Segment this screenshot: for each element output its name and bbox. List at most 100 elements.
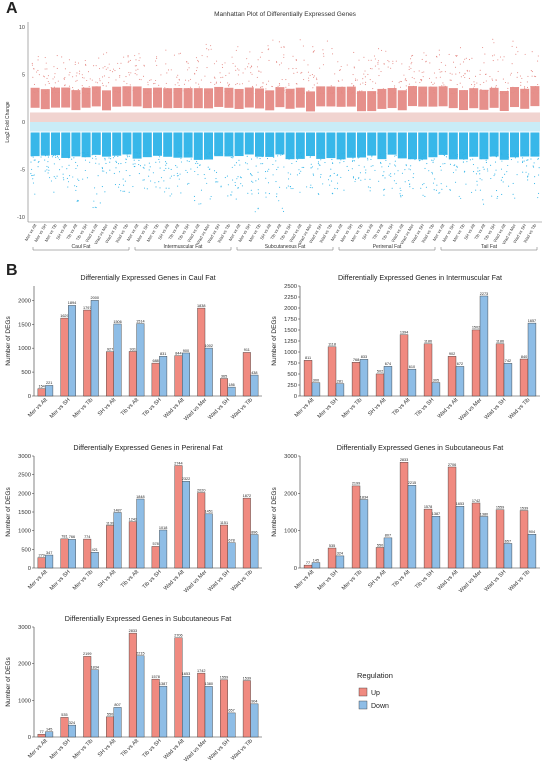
bar-chart-xtick-label: Wad vs Mer bbox=[183, 569, 208, 594]
down-point bbox=[240, 183, 242, 185]
down-point bbox=[207, 155, 209, 158]
up-point bbox=[424, 92, 426, 94]
up-point bbox=[283, 46, 285, 48]
down-point bbox=[63, 179, 65, 181]
down-points-dense bbox=[367, 132, 377, 156]
bar-value-label: 347 bbox=[46, 551, 52, 555]
up-point bbox=[482, 46, 484, 49]
down-point bbox=[204, 158, 206, 160]
down-point bbox=[364, 152, 366, 154]
up-point bbox=[200, 79, 202, 81]
down-point bbox=[132, 163, 134, 165]
up-point bbox=[433, 91, 435, 93]
down-point bbox=[409, 169, 411, 171]
down-points-dense bbox=[40, 132, 50, 156]
up-point bbox=[85, 63, 87, 66]
up-point bbox=[459, 63, 461, 65]
up-point bbox=[228, 83, 231, 85]
manhattan-plot: Manhattan Plot of Differentially Express… bbox=[5, 11, 542, 251]
up-point bbox=[476, 82, 478, 84]
down-point bbox=[409, 158, 411, 160]
up-point bbox=[534, 88, 536, 91]
up-point bbox=[507, 90, 509, 92]
down-point bbox=[278, 200, 280, 202]
down-points-dense bbox=[224, 132, 234, 157]
up-point bbox=[258, 70, 260, 72]
down-point bbox=[165, 187, 167, 189]
up-point bbox=[33, 68, 35, 70]
down-point bbox=[114, 155, 116, 157]
up-point bbox=[289, 92, 291, 94]
bar-chart-title: Differentially Expressed Genes in Subcut… bbox=[337, 443, 503, 452]
down-point bbox=[500, 152, 502, 154]
up-points-dense bbox=[71, 90, 81, 111]
bar-down bbox=[227, 712, 236, 738]
up-point bbox=[313, 75, 315, 77]
down-point bbox=[469, 159, 471, 161]
up-point bbox=[507, 82, 509, 84]
up-point bbox=[97, 86, 99, 88]
bar-up bbox=[423, 508, 433, 569]
down-point bbox=[459, 156, 461, 158]
down-point bbox=[84, 159, 87, 161]
up-point bbox=[288, 68, 290, 70]
up-point bbox=[155, 79, 157, 82]
bar-down bbox=[335, 383, 345, 397]
down-point bbox=[176, 154, 178, 156]
down-point bbox=[33, 159, 35, 161]
up-point bbox=[511, 63, 513, 65]
up-point bbox=[421, 80, 423, 82]
up-point bbox=[156, 91, 158, 93]
up-point bbox=[302, 45, 304, 47]
up-point bbox=[377, 60, 379, 62]
down-points-dense bbox=[153, 132, 162, 156]
up-point bbox=[364, 76, 366, 78]
bar-chart-ytick-label: 500 bbox=[287, 372, 297, 378]
down-point bbox=[331, 180, 333, 182]
up-point bbox=[83, 87, 85, 89]
down-point bbox=[76, 199, 78, 201]
up-point bbox=[430, 86, 432, 88]
up-point bbox=[81, 91, 84, 93]
up-point bbox=[399, 86, 402, 88]
bar-up bbox=[106, 351, 115, 397]
down-point bbox=[289, 185, 291, 188]
down-point bbox=[397, 170, 399, 172]
up-point bbox=[509, 74, 512, 76]
up-point bbox=[455, 73, 457, 75]
up-point bbox=[239, 92, 241, 94]
up-point bbox=[323, 88, 325, 90]
up-point bbox=[108, 76, 110, 78]
bar-down bbox=[204, 347, 213, 397]
down-point bbox=[334, 187, 336, 190]
up-point bbox=[220, 77, 222, 79]
up-point bbox=[471, 83, 473, 86]
up-point bbox=[503, 56, 505, 58]
bar-down bbox=[45, 731, 54, 738]
bar-value-label: 1834 bbox=[360, 495, 368, 499]
up-point bbox=[406, 80, 408, 82]
up-point bbox=[358, 91, 360, 93]
up-point bbox=[329, 92, 332, 94]
down-point bbox=[431, 159, 433, 161]
down-point bbox=[171, 193, 173, 195]
down-point bbox=[446, 185, 448, 187]
up-point bbox=[133, 92, 135, 94]
down-point bbox=[495, 156, 497, 158]
up-point bbox=[87, 71, 90, 73]
down-point bbox=[47, 156, 49, 158]
down-point bbox=[485, 157, 487, 159]
down-point bbox=[216, 171, 218, 174]
down-point bbox=[479, 178, 481, 180]
bar-chart-xtick-label: Wad vs SH bbox=[207, 738, 231, 762]
up-point bbox=[164, 90, 166, 92]
up-point bbox=[413, 78, 415, 80]
up-point bbox=[198, 86, 200, 88]
bar-value-label: 1002 bbox=[205, 344, 213, 348]
down-point bbox=[241, 185, 243, 187]
up-point bbox=[63, 62, 65, 64]
bar-up bbox=[399, 334, 409, 397]
down-point bbox=[327, 151, 329, 154]
up-point bbox=[224, 62, 226, 64]
up-point bbox=[34, 92, 36, 94]
